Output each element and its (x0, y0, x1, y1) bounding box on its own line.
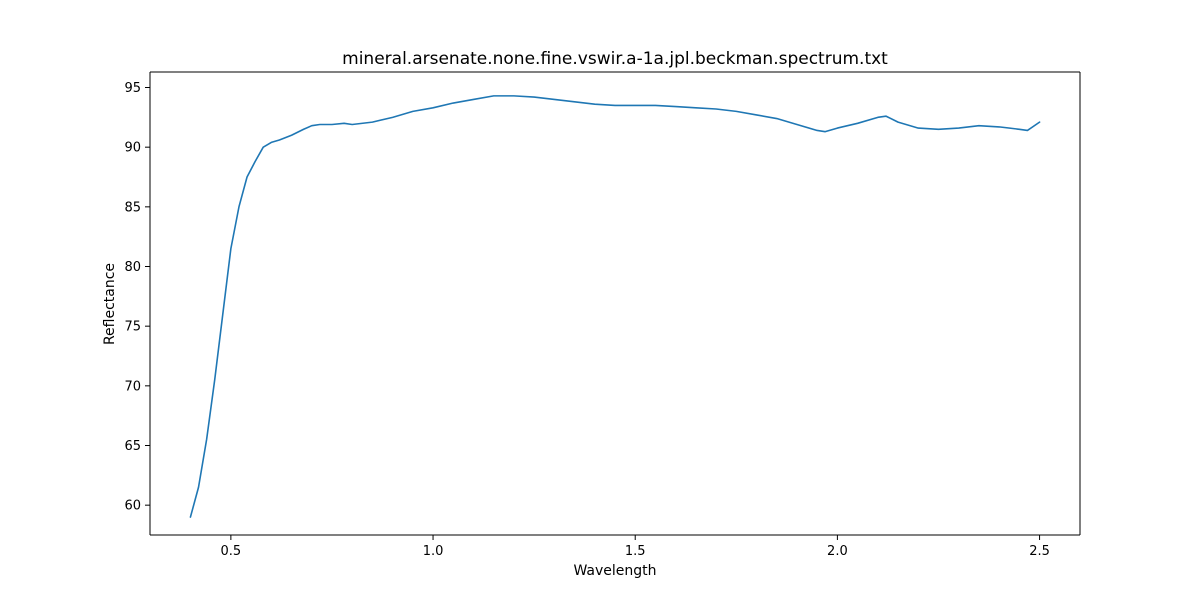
y-tick-label: 80 (124, 260, 141, 275)
x-tick-label: 0.5 (221, 544, 242, 559)
y-tick-label: 70 (124, 379, 141, 394)
y-tick-label: 65 (124, 439, 141, 454)
axes-frame (149, 71, 1081, 536)
y-axis-ticks: 60 65 70 75 80 85 90 95 (124, 81, 150, 514)
x-tick-label: 2.0 (827, 544, 848, 559)
y-tick-label: 60 (124, 499, 141, 514)
y-tick-label: 85 (124, 200, 141, 215)
x-axis-label: Wavelength (573, 563, 656, 579)
x-tick-label: 1.5 (625, 544, 646, 559)
y-tick-label: 90 (124, 141, 141, 156)
y-tick-label: 95 (124, 81, 141, 96)
spectrum-line (189, 95, 1041, 518)
x-axis-ticks: 0.5 1.0 1.5 2.0 2.5 (221, 535, 1050, 559)
x-tick-label: 2.5 (1029, 544, 1050, 559)
x-tick-label: 1.0 (423, 544, 444, 559)
chart-title: mineral.arsenate.none.fine.vswir.a-1a.jp… (342, 49, 888, 69)
plot-area (150, 72, 1080, 535)
y-tick-label: 75 (124, 320, 141, 335)
series-layer (189, 95, 1041, 518)
y-axis-label: Reflectance (102, 263, 118, 345)
